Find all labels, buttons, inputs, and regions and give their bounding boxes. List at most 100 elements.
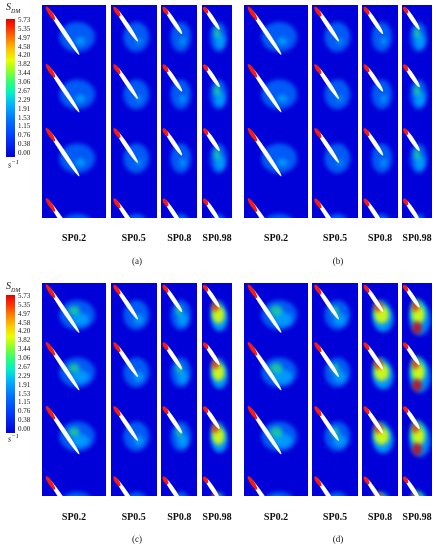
- blade-airfoil: [402, 198, 420, 218]
- blade-airfoil: [162, 284, 183, 313]
- blade-airfoil: [314, 284, 339, 320]
- blade-airfoil: [402, 342, 420, 366]
- blade-airfoil: [363, 284, 384, 313]
- blade-airfoil: [363, 342, 384, 370]
- wake-region: [180, 37, 186, 46]
- blade-airfoil: [402, 6, 420, 30]
- blade-airfoil: [314, 128, 339, 163]
- wake-region: [380, 158, 387, 167]
- contour-panel: [42, 283, 106, 496]
- blade-airfoil: [45, 476, 80, 496]
- blade-airfoil: [162, 64, 183, 92]
- colorbar-tick-label: 0.38: [18, 416, 31, 425]
- contour-panel: [312, 283, 358, 496]
- wake-region: [413, 148, 421, 160]
- column-label: SP0.8: [367, 512, 393, 523]
- wake-region: [126, 213, 145, 218]
- colorbar-tick-label: 0.76: [18, 407, 31, 416]
- blade-airfoil: [363, 128, 384, 156]
- colorbar-tick-label: 0.00: [18, 149, 31, 157]
- wake-region: [277, 94, 288, 103]
- contour-panel: [402, 283, 432, 496]
- wake-region: [380, 94, 387, 103]
- wake-region: [68, 363, 80, 373]
- wake-region: [59, 22, 96, 52]
- blade-airfoil: [202, 342, 220, 366]
- blade-airfoil: [45, 127, 80, 177]
- colorbar-tick-label: 4.20: [18, 327, 31, 336]
- blade-airfoil: [363, 476, 384, 496]
- blade-airfoil: [112, 64, 138, 100]
- colorbar-tick-label: 5.35: [18, 300, 31, 309]
- blade-airfoil: [247, 198, 282, 218]
- wake-region: [213, 84, 221, 96]
- column-label: SP0.8: [167, 233, 192, 244]
- wake-region: [171, 22, 192, 52]
- colorbar-tick-label: 1.53: [18, 113, 31, 122]
- wake-region: [261, 143, 298, 174]
- contour-panel: [161, 5, 198, 218]
- wake-region: [180, 158, 186, 167]
- contour-panel: [362, 5, 398, 218]
- blade-airfoil: [202, 128, 220, 151]
- column-label: SP0.98: [402, 233, 432, 244]
- wake-region: [213, 26, 221, 39]
- wake-region: [261, 22, 298, 52]
- blade-airfoil: [202, 198, 220, 218]
- column-label: SP0.98: [202, 233, 232, 244]
- colorbar-tick-label: 1.15: [18, 398, 31, 407]
- blade-airfoil: [402, 476, 420, 496]
- wake-region: [171, 79, 192, 110]
- blade-airfoil: [112, 198, 138, 218]
- blade-airfoil: [363, 406, 384, 434]
- wake-region: [75, 94, 86, 103]
- legend-unit: s−1: [8, 159, 19, 170]
- colorbar-tick-label: 3.82: [18, 336, 31, 345]
- blade-airfoil: [314, 406, 339, 441]
- blade-airfoil: [45, 198, 80, 218]
- wake-region: [71, 434, 90, 448]
- column-label: SP0.5: [322, 233, 348, 244]
- subfigure-label: (b): [332, 256, 344, 266]
- blade-airfoil: [112, 406, 138, 441]
- colorbar-tick-label: 1.91: [18, 380, 31, 389]
- colorbar-tick-label: 5.35: [18, 24, 31, 33]
- colorbar-tick-label: 3.44: [18, 345, 31, 354]
- blade-airfoil: [112, 284, 138, 320]
- blade-airfoil: [314, 6, 339, 42]
- blade-airfoil: [247, 127, 282, 177]
- colorbar-tick-label: 0.76: [18, 131, 31, 140]
- wake-region: [71, 312, 90, 326]
- blade-airfoil: [162, 342, 183, 370]
- wake-region: [177, 312, 189, 327]
- colorbar-tick-label: 4.97: [18, 33, 31, 42]
- wake-region: [177, 433, 189, 448]
- wake-region: [64, 491, 90, 496]
- column-label: SP0.8: [367, 233, 393, 244]
- wake-region: [64, 213, 90, 218]
- wake-region: [413, 84, 421, 96]
- contour-panel: [202, 5, 232, 218]
- colorbar-tick-label: 2.67: [18, 362, 31, 371]
- contour-panel: [42, 5, 106, 218]
- colorbar-tick-label: 2.67: [18, 86, 31, 95]
- colorbar-tick-label: 5.73: [18, 292, 31, 300]
- colorbar-tick-label: 1.15: [18, 122, 31, 131]
- blade-airfoil: [202, 64, 220, 88]
- wake-region: [213, 148, 221, 160]
- blade-airfoil: [45, 341, 80, 391]
- blade-airfoil: [402, 64, 420, 88]
- blade-airfoil: [112, 476, 138, 496]
- colorbar: [6, 19, 15, 157]
- blade-airfoil: [363, 6, 384, 35]
- wake-region: [75, 158, 86, 167]
- blade-airfoil: [162, 128, 183, 156]
- colorbar-tick-label: 0.00: [18, 425, 31, 433]
- wake-region: [269, 305, 283, 317]
- colorbar-tick-label: 0.38: [18, 140, 31, 149]
- blade-airfoil: [247, 6, 282, 55]
- wake-region: [171, 143, 192, 174]
- colorbar: [6, 295, 15, 433]
- wake-region: [180, 94, 186, 103]
- legend-unit: s−1: [8, 433, 19, 444]
